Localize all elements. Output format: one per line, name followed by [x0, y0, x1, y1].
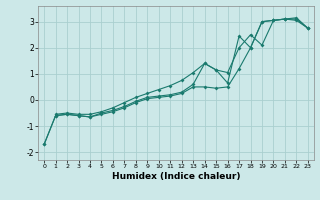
X-axis label: Humidex (Indice chaleur): Humidex (Indice chaleur): [112, 172, 240, 181]
